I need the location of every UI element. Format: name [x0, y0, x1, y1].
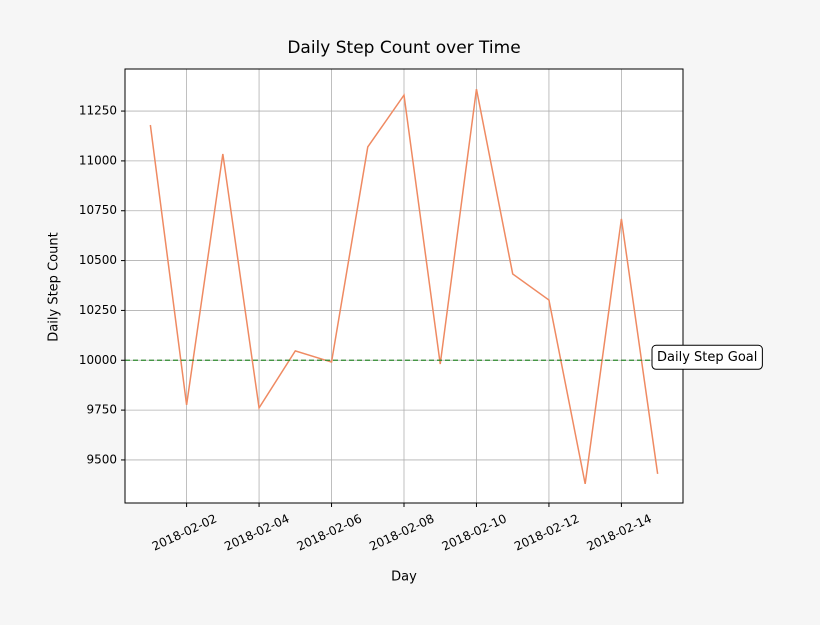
y-tick-label: 11000 — [79, 153, 117, 167]
chart-title: Daily Step Count over Time — [287, 38, 520, 58]
y-tick-label: 9750 — [86, 403, 117, 417]
y-tick-label: 9500 — [86, 452, 117, 466]
y-tick-label: 11250 — [79, 104, 117, 118]
y-axis-label: Daily Step Count — [47, 232, 62, 341]
y-tick-label: 10000 — [79, 353, 117, 367]
goal-label-box — [651, 344, 763, 370]
y-tick-label: 10500 — [79, 253, 117, 267]
data-line — [149, 88, 659, 485]
goal-label: Daily Step Goal — [657, 350, 757, 365]
y-tick-label: 10250 — [79, 303, 117, 317]
x-axis-label: Day — [391, 570, 417, 585]
goal-annotation: Daily Step Goal — [651, 344, 763, 370]
y-tick-label: 10750 — [79, 203, 117, 217]
plot-frame — [124, 68, 684, 504]
